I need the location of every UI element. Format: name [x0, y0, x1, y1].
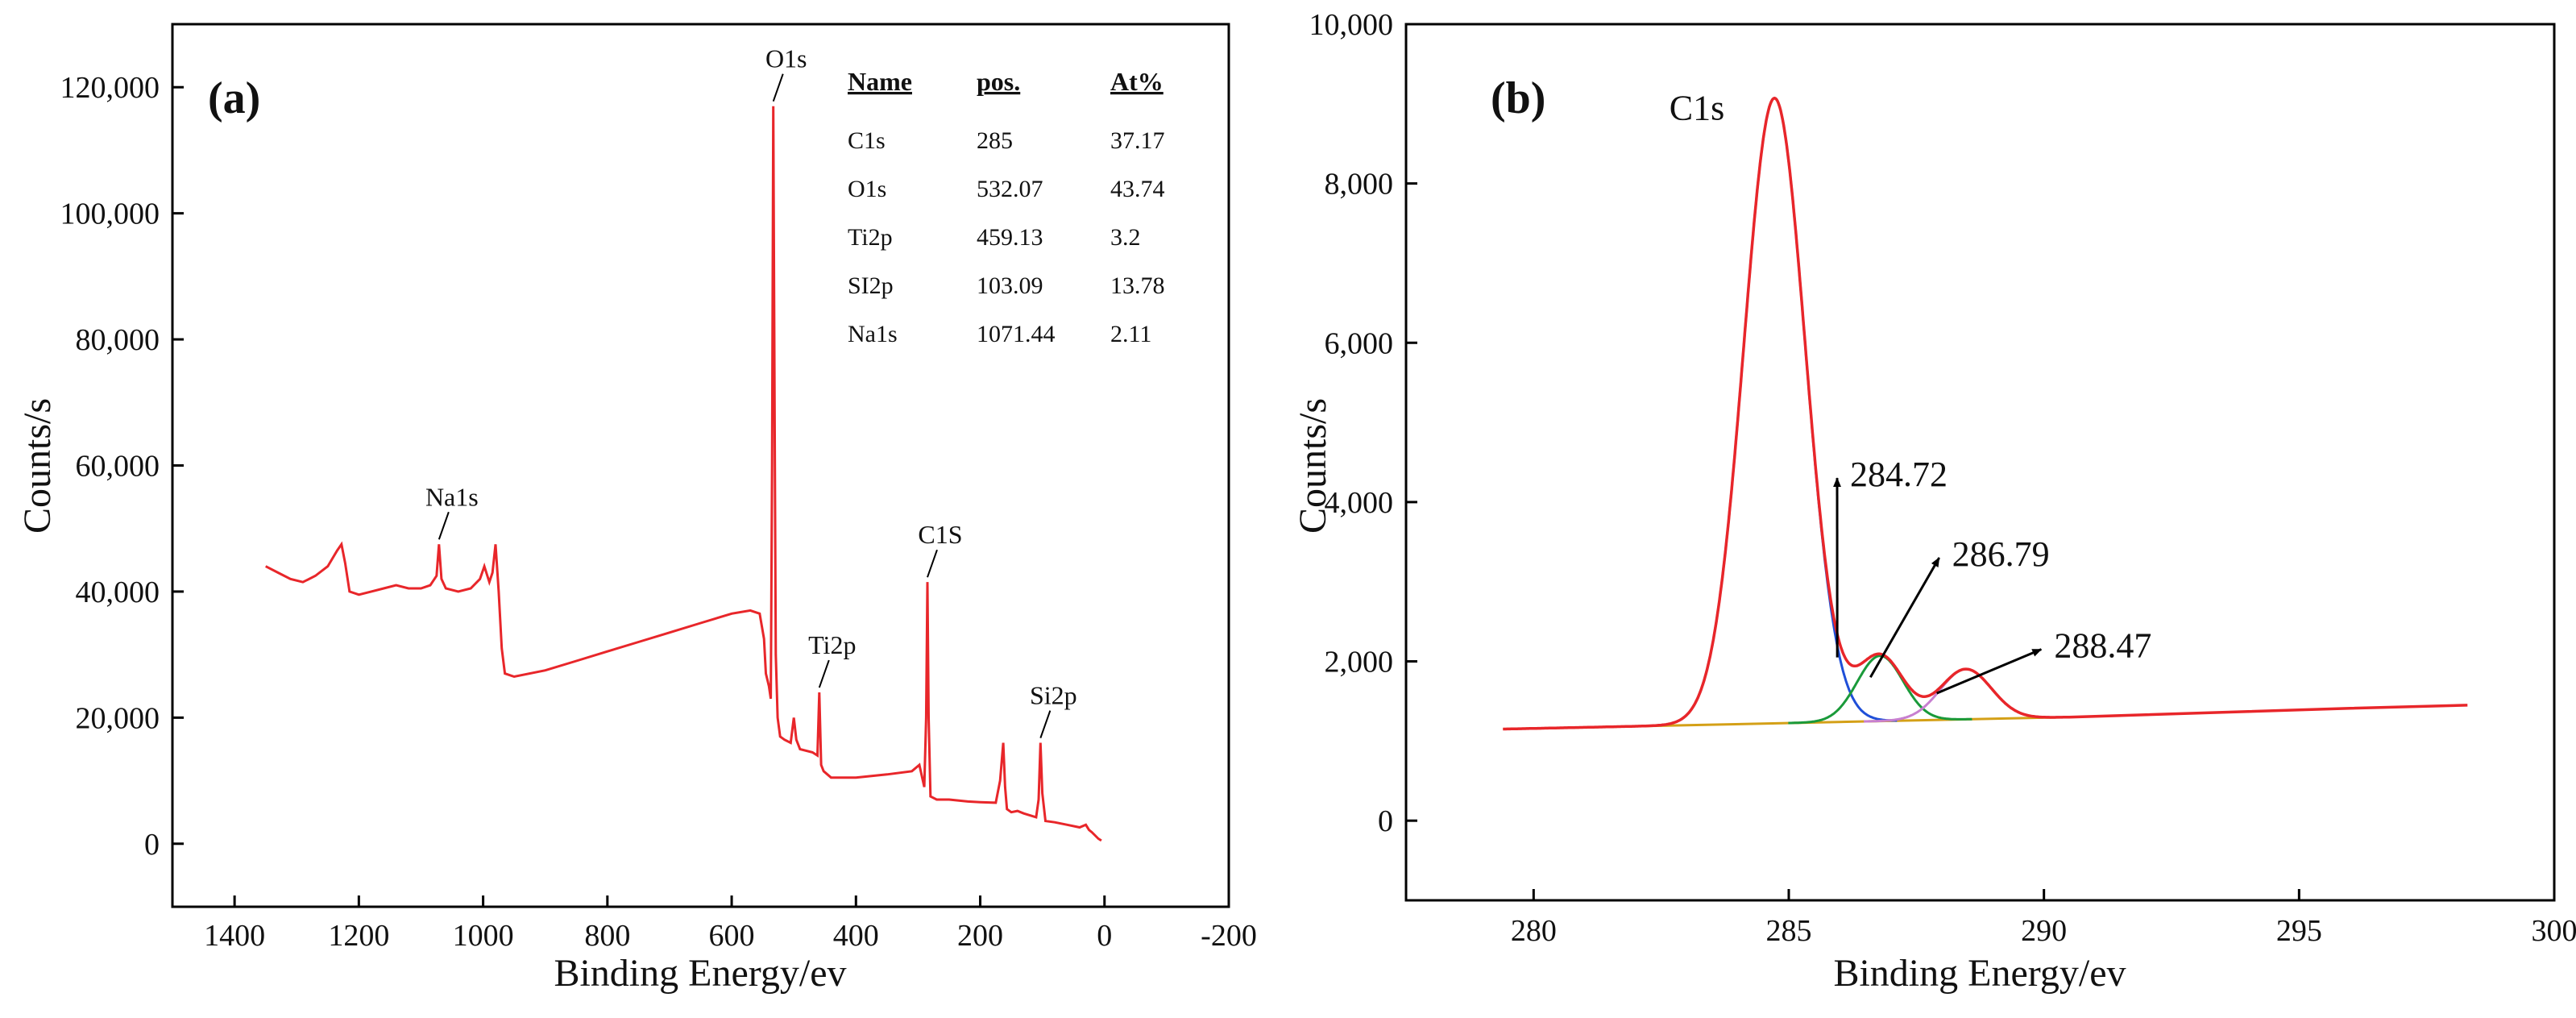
x-tick-label: 600 [709, 919, 755, 953]
peak-annotation: 286.79 [1952, 534, 2050, 574]
y-tick-label: 0 [144, 828, 160, 862]
y-tick-label: 6,000 [1325, 326, 1394, 360]
peak-label-c1s: C1S [918, 520, 962, 549]
panel-b-x-axis-title: Binding Energy/ev [1833, 952, 2126, 995]
table-header: At% [1110, 67, 1164, 96]
panel-a-frame [171, 23, 1230, 908]
panel-a-ticks: 1400 1200 1000 800 600 400 200 0 -200 0 20,000 40,0… [60, 71, 1257, 953]
panel-a-peak-labels: Na1s O1s C1S Ti2p Si2p [425, 44, 1077, 738]
table-cell: 37.17 [1110, 127, 1165, 154]
y-tick-label: 120,000 [60, 71, 160, 105]
x-tick-label: 200 [957, 919, 1003, 953]
x-tick-label: 295 [2276, 914, 2322, 948]
x-tick-label: 0 [1097, 919, 1112, 953]
envelope-curve [1503, 96, 2468, 731]
peak-arrow [1936, 648, 2043, 695]
panel-a-x-axis-title: Binding Energy/ev [554, 952, 846, 995]
x-tick-label: 400 [833, 919, 879, 953]
peak-annotation: 288.47 [2054, 626, 2151, 666]
table-header: Name [848, 67, 912, 96]
peak-leader-line [1039, 710, 1052, 738]
panel-a-composition-table: Name pos. At% C1s 285 37.17 O1s 532.07 43.74 Ti2p… [848, 67, 1165, 347]
panel-b-frame [1404, 23, 2556, 902]
peak-leader-line [818, 659, 830, 688]
panel-b-ticks: 280 285 290 295 300 0 2,000 4,000 6,000 8,000 10,0… [1309, 8, 2576, 948]
table-cell: 285 [977, 127, 1013, 154]
table-cell: 532.07 [977, 176, 1043, 202]
y-tick-label: 20,000 [76, 701, 160, 735]
y-tick-label: 100,000 [60, 197, 160, 231]
peak-leader-line [438, 511, 450, 540]
x-tick-label: 1000 [453, 919, 514, 953]
component-curve-c-o [1788, 654, 1972, 725]
component-curve-c-o [1863, 667, 2068, 723]
panel-a-label: (a) [208, 73, 260, 123]
panel-b-label: (b) [1491, 73, 1545, 123]
panel-a-survey-line [265, 106, 1102, 842]
panel-b-curves [1503, 96, 2468, 731]
table-cell: Na1s [848, 321, 898, 347]
table-cell: 3.2 [1110, 224, 1141, 251]
peak-label-o1s: O1s [765, 44, 807, 73]
table-cell: SI2p [848, 272, 894, 299]
panel-b-y-axis-title: Counts/s [1292, 398, 1334, 534]
peak-label-ti2p: Ti2p [808, 630, 856, 659]
peak-leader-line [772, 73, 784, 102]
component-curve-c-c [1652, 97, 1898, 727]
panel-b-chart: 280 285 290 295 300 0 2,000 4,000 6,000 8,000 10,0… [1292, 8, 2576, 995]
table-cell: 103.09 [977, 272, 1043, 299]
peak-leader-line [927, 549, 938, 578]
table-cell: 459.13 [977, 224, 1043, 251]
x-tick-label: 1400 [204, 919, 265, 953]
table-cell: 13.78 [1110, 272, 1165, 299]
table-cell: 1071.44 [977, 321, 1056, 347]
x-tick-label: 285 [1766, 914, 1812, 948]
y-tick-label: 0 [1378, 804, 1393, 838]
y-tick-label: 8,000 [1325, 168, 1394, 202]
peak-annotation: 284.72 [1850, 455, 1948, 494]
table-cell: 43.74 [1110, 176, 1165, 202]
panel-a-chart: 1400 1200 1000 800 600 400 200 0 -200 0 20,000 40,0… [16, 23, 1257, 995]
table-cell: Ti2p [848, 224, 893, 251]
y-tick-label: 40,000 [76, 575, 160, 609]
x-tick-label: 1200 [328, 919, 389, 953]
table-cell: 2.11 [1110, 321, 1151, 347]
peak-arrow [1869, 557, 1940, 679]
y-tick-label: 10,000 [1309, 8, 1394, 42]
peak-label-na1s: Na1s [425, 482, 479, 511]
table-cell: C1s [848, 127, 886, 154]
x-tick-label: 300 [2532, 914, 2576, 948]
peak-label-si2p: Si2p [1030, 681, 1077, 710]
x-tick-label: 290 [2021, 914, 2067, 948]
peak-annotation: C1s [1670, 89, 1724, 128]
y-tick-label: 4,000 [1325, 486, 1394, 520]
y-tick-label: 60,000 [76, 450, 160, 484]
x-tick-label: 280 [1511, 914, 1557, 948]
table-header: pos. [977, 67, 1020, 96]
y-tick-label: 80,000 [76, 323, 160, 357]
panel-a-y-axis-title: Counts/s [16, 398, 59, 534]
y-tick-label: 2,000 [1325, 646, 1394, 679]
table-cell: O1s [848, 176, 886, 202]
x-tick-label: -200 [1201, 919, 1257, 953]
x-tick-label: 800 [584, 919, 630, 953]
panel-b-annotations: C1s 284.72 286.79 288.47 [1670, 89, 2151, 695]
